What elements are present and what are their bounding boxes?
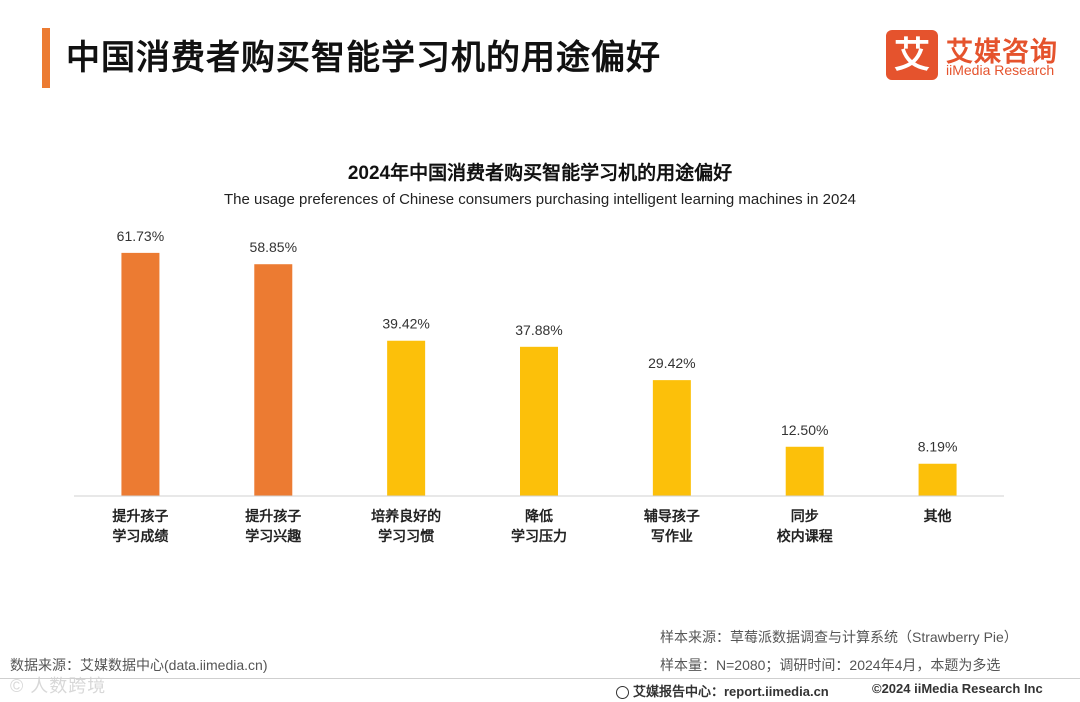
bar-3 xyxy=(387,340,426,496)
category-label-7-1: 其他 xyxy=(924,508,952,525)
data-label-6: 12.50% xyxy=(781,422,828,438)
report-center-text: 艾媒报告中心：report.iimedia.cn xyxy=(633,684,829,699)
report-center-link[interactable]: 艾媒报告中心：report.iimedia.cn xyxy=(616,681,829,700)
page-title: 中国消费者购买智能学习机的用途偏好 xyxy=(66,39,661,77)
globe-icon xyxy=(616,686,629,699)
category-label-2-2: 学习兴趣 xyxy=(245,528,302,545)
chart-subtitle: The usage preferences of Chinese consume… xyxy=(223,191,857,208)
data-label-2: 58.85% xyxy=(250,239,297,255)
category-label-3-1: 培养良好的 xyxy=(371,508,441,525)
sample-source: 样本来源：草莓派数据调查与计算系统（Strawberry Pie） xyxy=(660,629,1018,645)
title-accent-bar xyxy=(42,28,50,88)
bar-2 xyxy=(254,264,293,496)
category-label-5-1: 辅导孩子 xyxy=(644,508,700,525)
category-label-6-1: 同步 xyxy=(791,508,819,525)
category-label-1-2: 学习成绩 xyxy=(112,528,168,545)
data-label-4: 37.88% xyxy=(515,322,562,338)
logo-chinese-name: 艾媒咨询 xyxy=(946,37,1058,67)
bar-7 xyxy=(918,463,957,496)
chart-title: 2024年中国消费者购买智能学习机的用途偏好 xyxy=(347,163,733,184)
logo-english-name: iiMedia Research xyxy=(946,62,1055,78)
copyright: ©2024 iiMedia Research Inc xyxy=(872,681,1043,696)
watermark: © 人数跨境 xyxy=(10,676,107,696)
data-source: 数据来源：艾媒数据中心(data.iimedia.cn) xyxy=(10,657,268,673)
bar-1 xyxy=(121,252,160,496)
data-label-1: 61.73% xyxy=(117,228,164,244)
category-label-3-2: 学习习惯 xyxy=(378,528,434,545)
bar-4 xyxy=(520,346,558,496)
bar-6 xyxy=(785,446,824,496)
logo-mark: 艾 xyxy=(886,30,938,80)
category-label-4-1: 降低 xyxy=(525,508,553,525)
data-label-3: 39.42% xyxy=(382,316,429,332)
category-label-5-2: 写作业 xyxy=(651,528,693,545)
footer-divider xyxy=(0,678,1080,679)
category-label-1-1: 提升孩子 xyxy=(112,508,168,525)
bar-5 xyxy=(652,380,691,496)
data-label-5: 29.42% xyxy=(648,355,695,371)
category-label-6-2: 校内课程 xyxy=(777,528,833,545)
iimedia-logo: 艾 艾媒咨询 iiMedia Research xyxy=(886,30,1066,82)
category-label-4-2: 学习压力 xyxy=(511,528,567,545)
data-label-7: 8.19% xyxy=(918,439,958,455)
sample-size: 样本量：N=2080；调研时间：2024年4月，本题为多选 xyxy=(660,657,1001,673)
category-label-2-1: 提升孩子 xyxy=(245,508,301,525)
